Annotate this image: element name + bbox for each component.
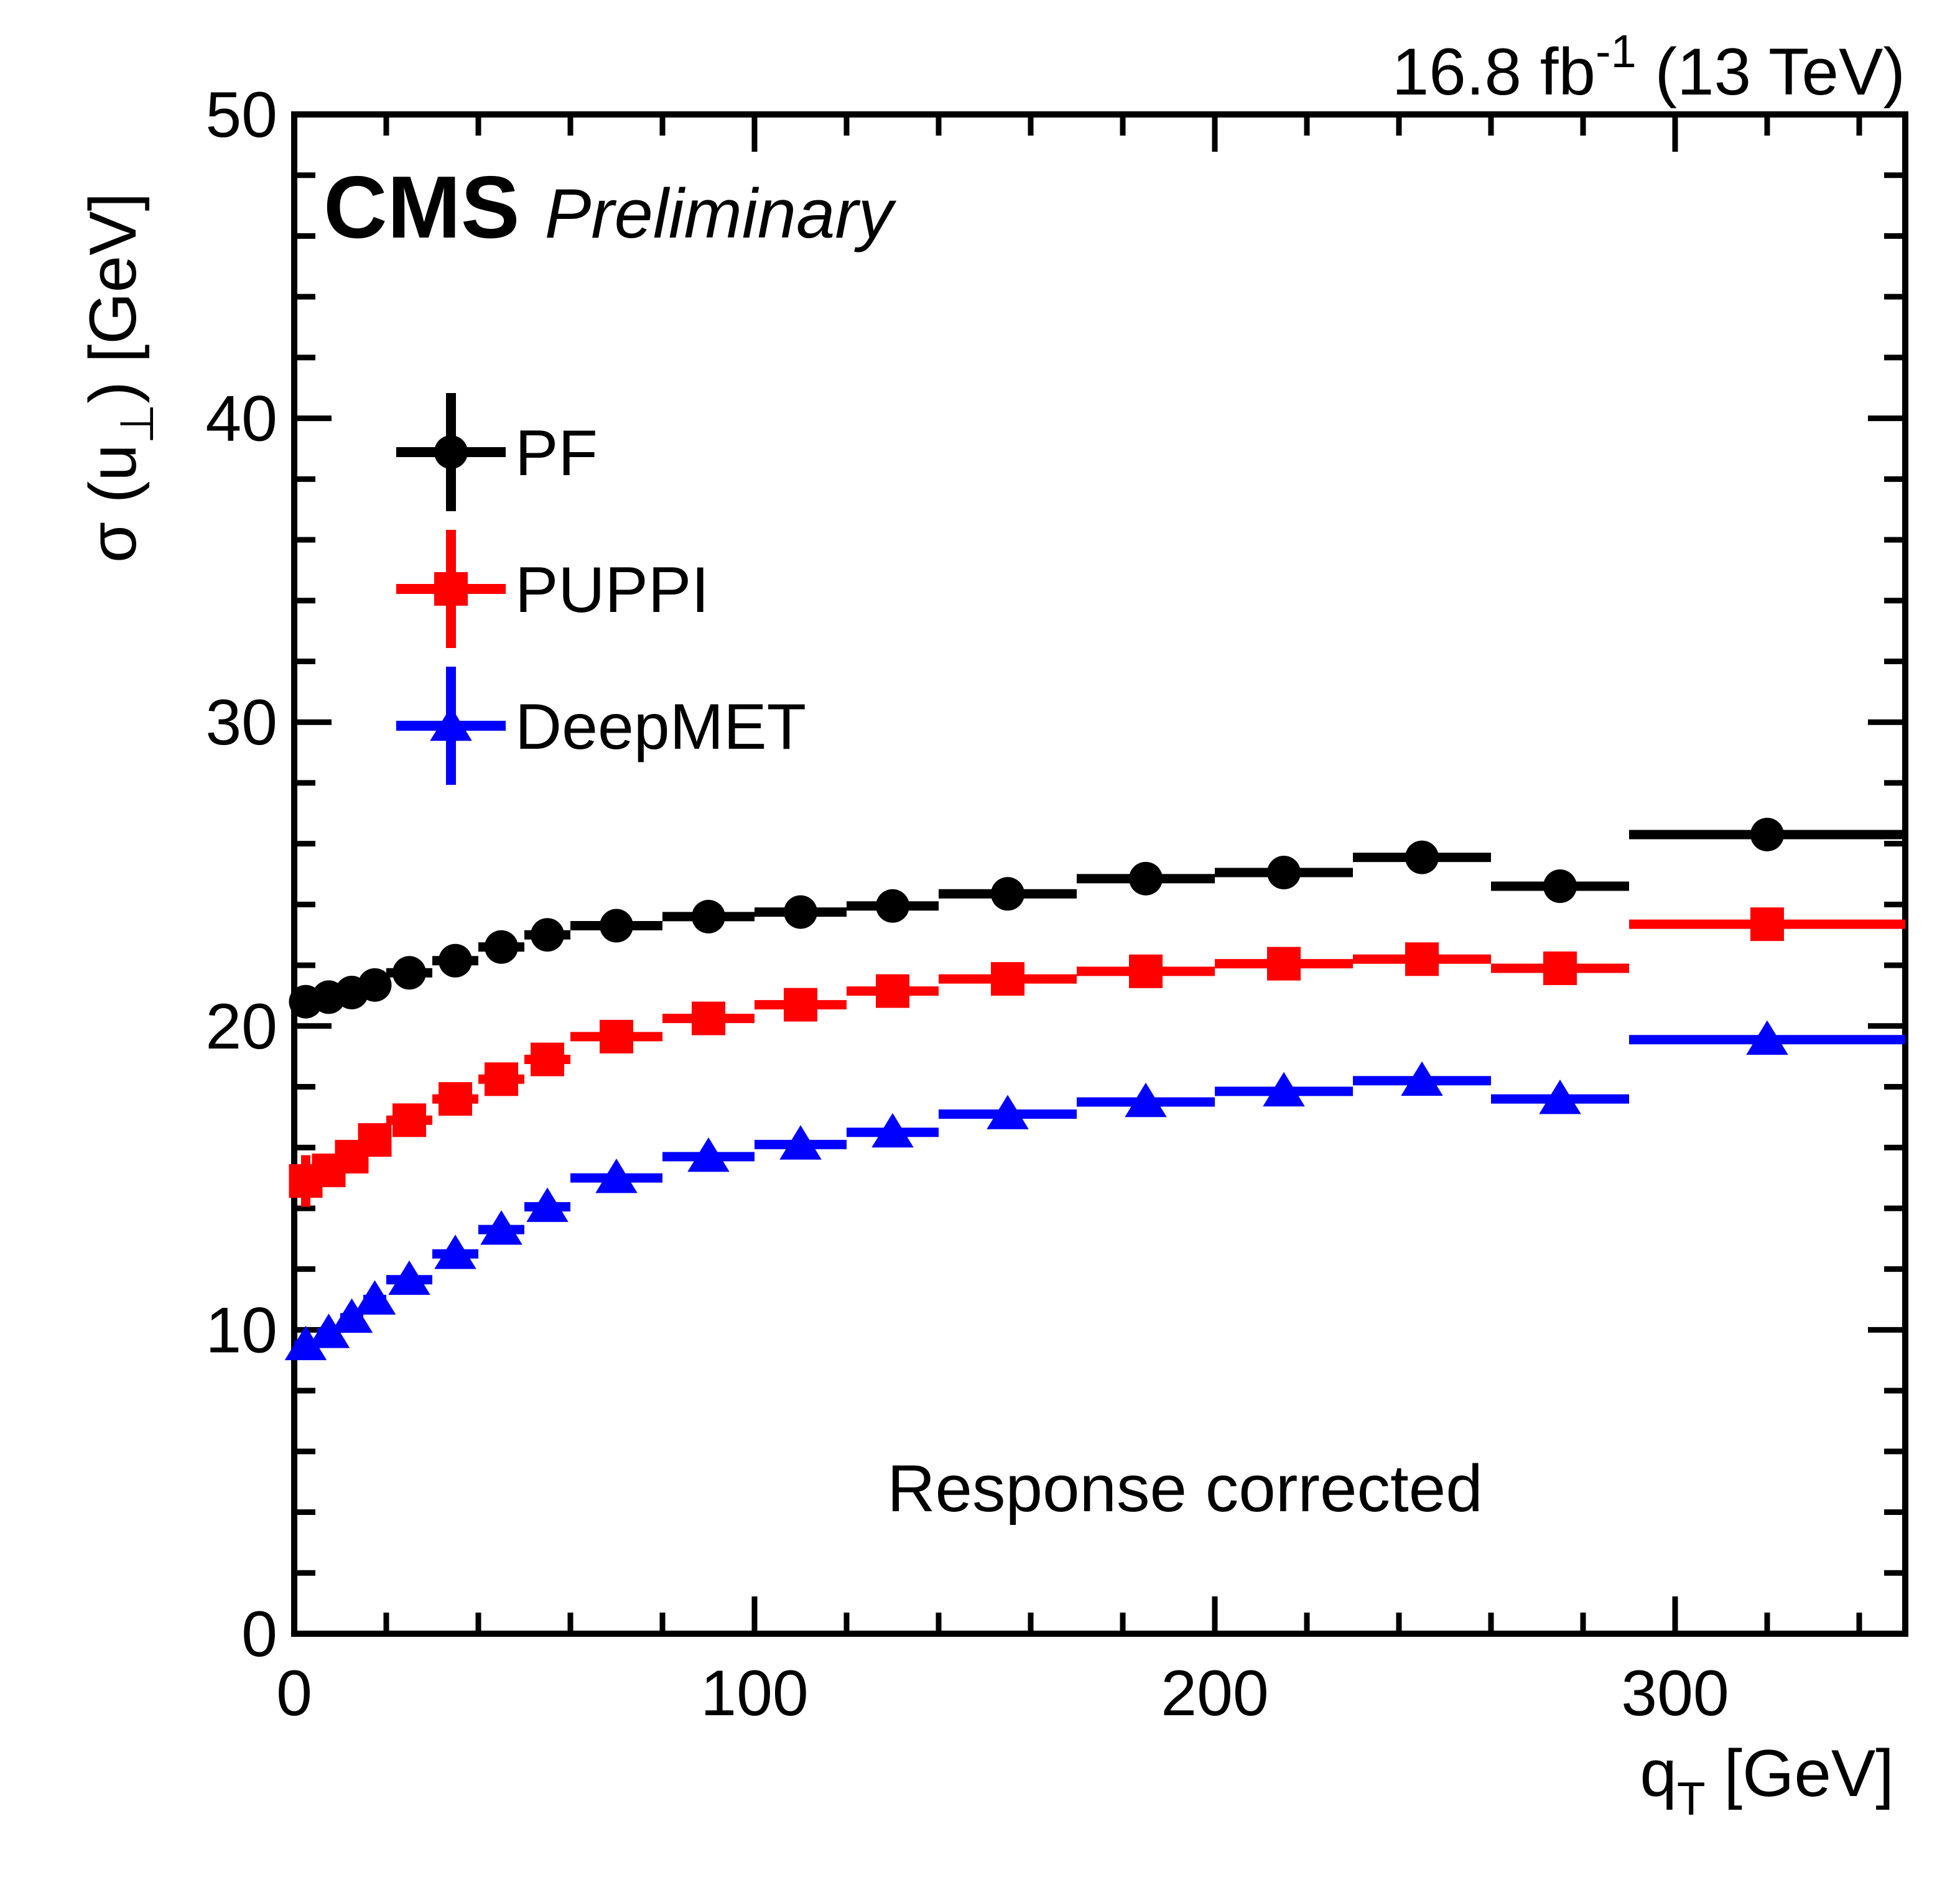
data-point <box>1129 954 1163 988</box>
data-point <box>330 1298 373 1333</box>
legend-item-deepmet: DeepMET <box>396 667 806 785</box>
legend-marker-triangle <box>430 706 472 741</box>
data-point <box>1267 856 1301 890</box>
x-tick-label: 0 <box>276 1657 312 1730</box>
data-point <box>876 889 909 923</box>
data-point <box>600 1019 633 1053</box>
y-axis-title: σ (u⊥) [GeV] <box>75 193 163 563</box>
data-series <box>284 817 1905 1361</box>
data-point <box>876 974 909 1008</box>
data-point <box>434 1234 476 1269</box>
cms-label: CMS <box>323 158 520 257</box>
plot-frame <box>291 111 1908 1637</box>
data-point <box>595 1159 638 1193</box>
y-tick-label: 50 <box>205 79 277 151</box>
data-point <box>392 1103 426 1137</box>
data-point <box>353 1280 396 1315</box>
data-point <box>284 1325 327 1361</box>
legend: PF PUPPI DeepMET <box>396 393 806 785</box>
data-point <box>1539 1080 1581 1114</box>
data-point <box>531 918 564 952</box>
luminosity-label: 16.8 fb-1 (13 TeV) <box>1392 25 1905 109</box>
data-point <box>991 877 1024 911</box>
data-point <box>1543 951 1577 985</box>
series-deepmet <box>284 1020 1905 1361</box>
data-point <box>991 962 1024 996</box>
axis-tick-labels: 0 100 200 300 0 10 20 30 40 50 <box>205 79 1729 1730</box>
data-point <box>1401 1061 1443 1096</box>
data-point <box>784 895 817 929</box>
x-tick-label: 300 <box>1621 1657 1729 1730</box>
legend-label: DeepMET <box>515 691 806 763</box>
x-tick-label: 100 <box>700 1657 809 1730</box>
series-puppi <box>289 907 1905 1207</box>
data-point <box>1750 907 1784 942</box>
data-point <box>1125 1082 1167 1118</box>
data-point <box>1405 942 1439 976</box>
data-point <box>388 1260 430 1295</box>
data-point <box>1129 861 1163 896</box>
legend-marker-square <box>434 572 468 606</box>
cms-preliminary-title: CMS Preliminary <box>323 158 897 257</box>
data-point <box>531 1042 564 1077</box>
x-axis-title: qT [GeV] <box>1640 1736 1894 1825</box>
data-point <box>485 930 518 964</box>
data-point <box>687 1137 730 1172</box>
data-point <box>392 956 426 990</box>
data-point <box>692 1001 725 1035</box>
data-point <box>439 1082 472 1116</box>
y-tick-label: 40 <box>205 383 277 455</box>
data-point <box>358 968 392 1002</box>
data-point <box>439 943 472 978</box>
response-corrected-annotation: Response corrected <box>887 1451 1483 1526</box>
y-tick-label: 10 <box>205 1294 277 1366</box>
y-tick-label: 30 <box>205 687 277 759</box>
data-point <box>692 899 725 933</box>
data-point <box>1267 947 1301 981</box>
axis-ticks <box>291 111 1905 1637</box>
data-point <box>1543 869 1577 904</box>
data-point <box>1746 1020 1788 1055</box>
series-pf <box>289 817 1905 1019</box>
data-point <box>358 1123 392 1157</box>
preliminary-label: Preliminary <box>545 175 897 252</box>
data-point <box>1405 840 1439 874</box>
legend-item-puppi: PUPPI <box>396 530 709 648</box>
data-point <box>779 1125 822 1160</box>
data-point <box>480 1210 523 1245</box>
data-point <box>526 1187 569 1222</box>
legend-label: PF <box>515 417 598 489</box>
data-point <box>784 988 817 1022</box>
legend-label: PUPPI <box>515 554 709 626</box>
y-tick-label: 20 <box>205 991 277 1063</box>
x-tick-label: 200 <box>1161 1657 1269 1730</box>
data-point <box>600 909 633 943</box>
data-point <box>485 1062 518 1096</box>
data-point <box>987 1095 1029 1129</box>
data-point <box>1750 817 1784 851</box>
legend-item-pf: PF <box>396 393 598 511</box>
data-point <box>871 1113 914 1148</box>
data-point <box>1263 1072 1305 1107</box>
data-point <box>307 1313 350 1348</box>
legend-marker-circle <box>434 435 468 469</box>
y-tick-label: 0 <box>241 1598 277 1670</box>
